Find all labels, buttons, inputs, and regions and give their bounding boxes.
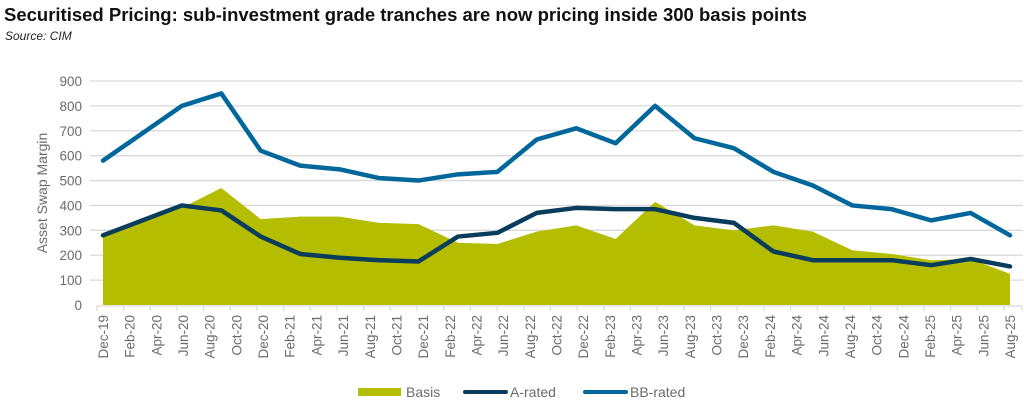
legend-item-bb-rated: BB-rated bbox=[583, 384, 685, 400]
x-tick-label: Feb-25 bbox=[923, 315, 938, 358]
y-tick-label: 500 bbox=[59, 174, 82, 189]
x-tick-label: Feb-21 bbox=[283, 315, 298, 358]
x-tick-label: Oct-20 bbox=[229, 315, 244, 356]
x-tick-label: Dec-19 bbox=[96, 315, 111, 359]
x-tick-label: Feb-24 bbox=[763, 315, 778, 358]
x-tick-label: Feb-20 bbox=[123, 315, 138, 358]
bb-rated-line bbox=[100, 91, 1013, 238]
x-tick-label: Oct-22 bbox=[550, 315, 565, 356]
y-tick-label: 600 bbox=[59, 149, 82, 164]
y-axis-label: Asset Swap Margin bbox=[34, 133, 50, 254]
legend-label-bb-rated: BB-rated bbox=[630, 384, 686, 400]
y-tick-label: 400 bbox=[59, 198, 82, 213]
x-tick-label: Oct-24 bbox=[870, 315, 885, 356]
x-tick-label: Aug-25 bbox=[1003, 315, 1018, 359]
chart-title: Securitised Pricing: sub-investment grad… bbox=[4, 4, 807, 25]
legend-item-basis: Basis bbox=[358, 384, 440, 400]
legend: Basis A-rated BB-rated bbox=[0, 384, 1024, 406]
x-tick-label: Dec-22 bbox=[576, 315, 591, 359]
bb-rated-swatch bbox=[583, 390, 628, 394]
x-tick-label: Oct-23 bbox=[710, 315, 725, 356]
x-tick-label: Dec-23 bbox=[736, 315, 751, 359]
chart-area: 0 100 200 300 400 500 600 700 800 900 Dec-19 Feb-20… bbox=[34, 74, 1023, 359]
x-tick-label: Jun-25 bbox=[976, 315, 991, 356]
x-tick-label: Dec-21 bbox=[416, 315, 431, 359]
x-tick-label: Feb-23 bbox=[603, 315, 618, 358]
x-tick-label: Apr-20 bbox=[149, 315, 164, 356]
basis-area bbox=[103, 188, 1010, 305]
x-tick-label: Jun-21 bbox=[336, 315, 351, 356]
x-tick-label: Apr-23 bbox=[630, 315, 645, 356]
y-tick-label: 900 bbox=[59, 74, 82, 89]
y-tick-label: 100 bbox=[59, 273, 82, 288]
chart-source: Source: CIM bbox=[5, 29, 72, 43]
a-rated-swatch bbox=[463, 390, 508, 394]
y-tick-label: 300 bbox=[59, 223, 82, 238]
x-tick-label: Apr-24 bbox=[790, 315, 805, 356]
x-tick-label: Dec-24 bbox=[896, 315, 911, 359]
basis-swatch bbox=[358, 388, 401, 396]
x-tick-label: Aug-20 bbox=[203, 315, 218, 359]
x-tick-label: Jun-22 bbox=[496, 315, 511, 356]
x-tick-label: Dec-20 bbox=[256, 315, 271, 359]
axes: 0 100 200 300 400 500 600 700 800 900 Dec-19 Feb-20… bbox=[59, 74, 1023, 359]
x-tick-label: Aug-22 bbox=[523, 315, 538, 359]
x-tick-label: Apr-21 bbox=[309, 315, 324, 356]
legend-item-a-rated: A-rated bbox=[463, 384, 556, 400]
basis-area-series bbox=[103, 188, 1010, 305]
x-tick-label: Aug-23 bbox=[683, 315, 698, 359]
y-tick-label: 700 bbox=[59, 124, 82, 139]
x-tick-label: Aug-21 bbox=[363, 315, 378, 359]
x-tick-label: Apr-22 bbox=[469, 315, 484, 356]
x-tick-label: Feb-22 bbox=[443, 315, 458, 358]
x-tick-label: Apr-25 bbox=[950, 315, 965, 356]
legend-label-basis: Basis bbox=[406, 384, 441, 400]
legend-label-a-rated: A-rated bbox=[510, 384, 556, 400]
y-tick-label: 800 bbox=[59, 99, 82, 114]
line-series bbox=[100, 91, 1013, 269]
x-tick-label: Jun-23 bbox=[656, 315, 671, 356]
a-rated-line bbox=[100, 203, 1013, 269]
x-tick-label: Aug-24 bbox=[843, 315, 858, 359]
x-tick-label: Jun-20 bbox=[176, 315, 191, 356]
x-tick-label: Jun-24 bbox=[816, 315, 831, 357]
y-tick-label: 200 bbox=[59, 248, 82, 263]
x-tick-label: Oct-21 bbox=[389, 315, 404, 356]
y-tick-label: 0 bbox=[74, 298, 82, 313]
